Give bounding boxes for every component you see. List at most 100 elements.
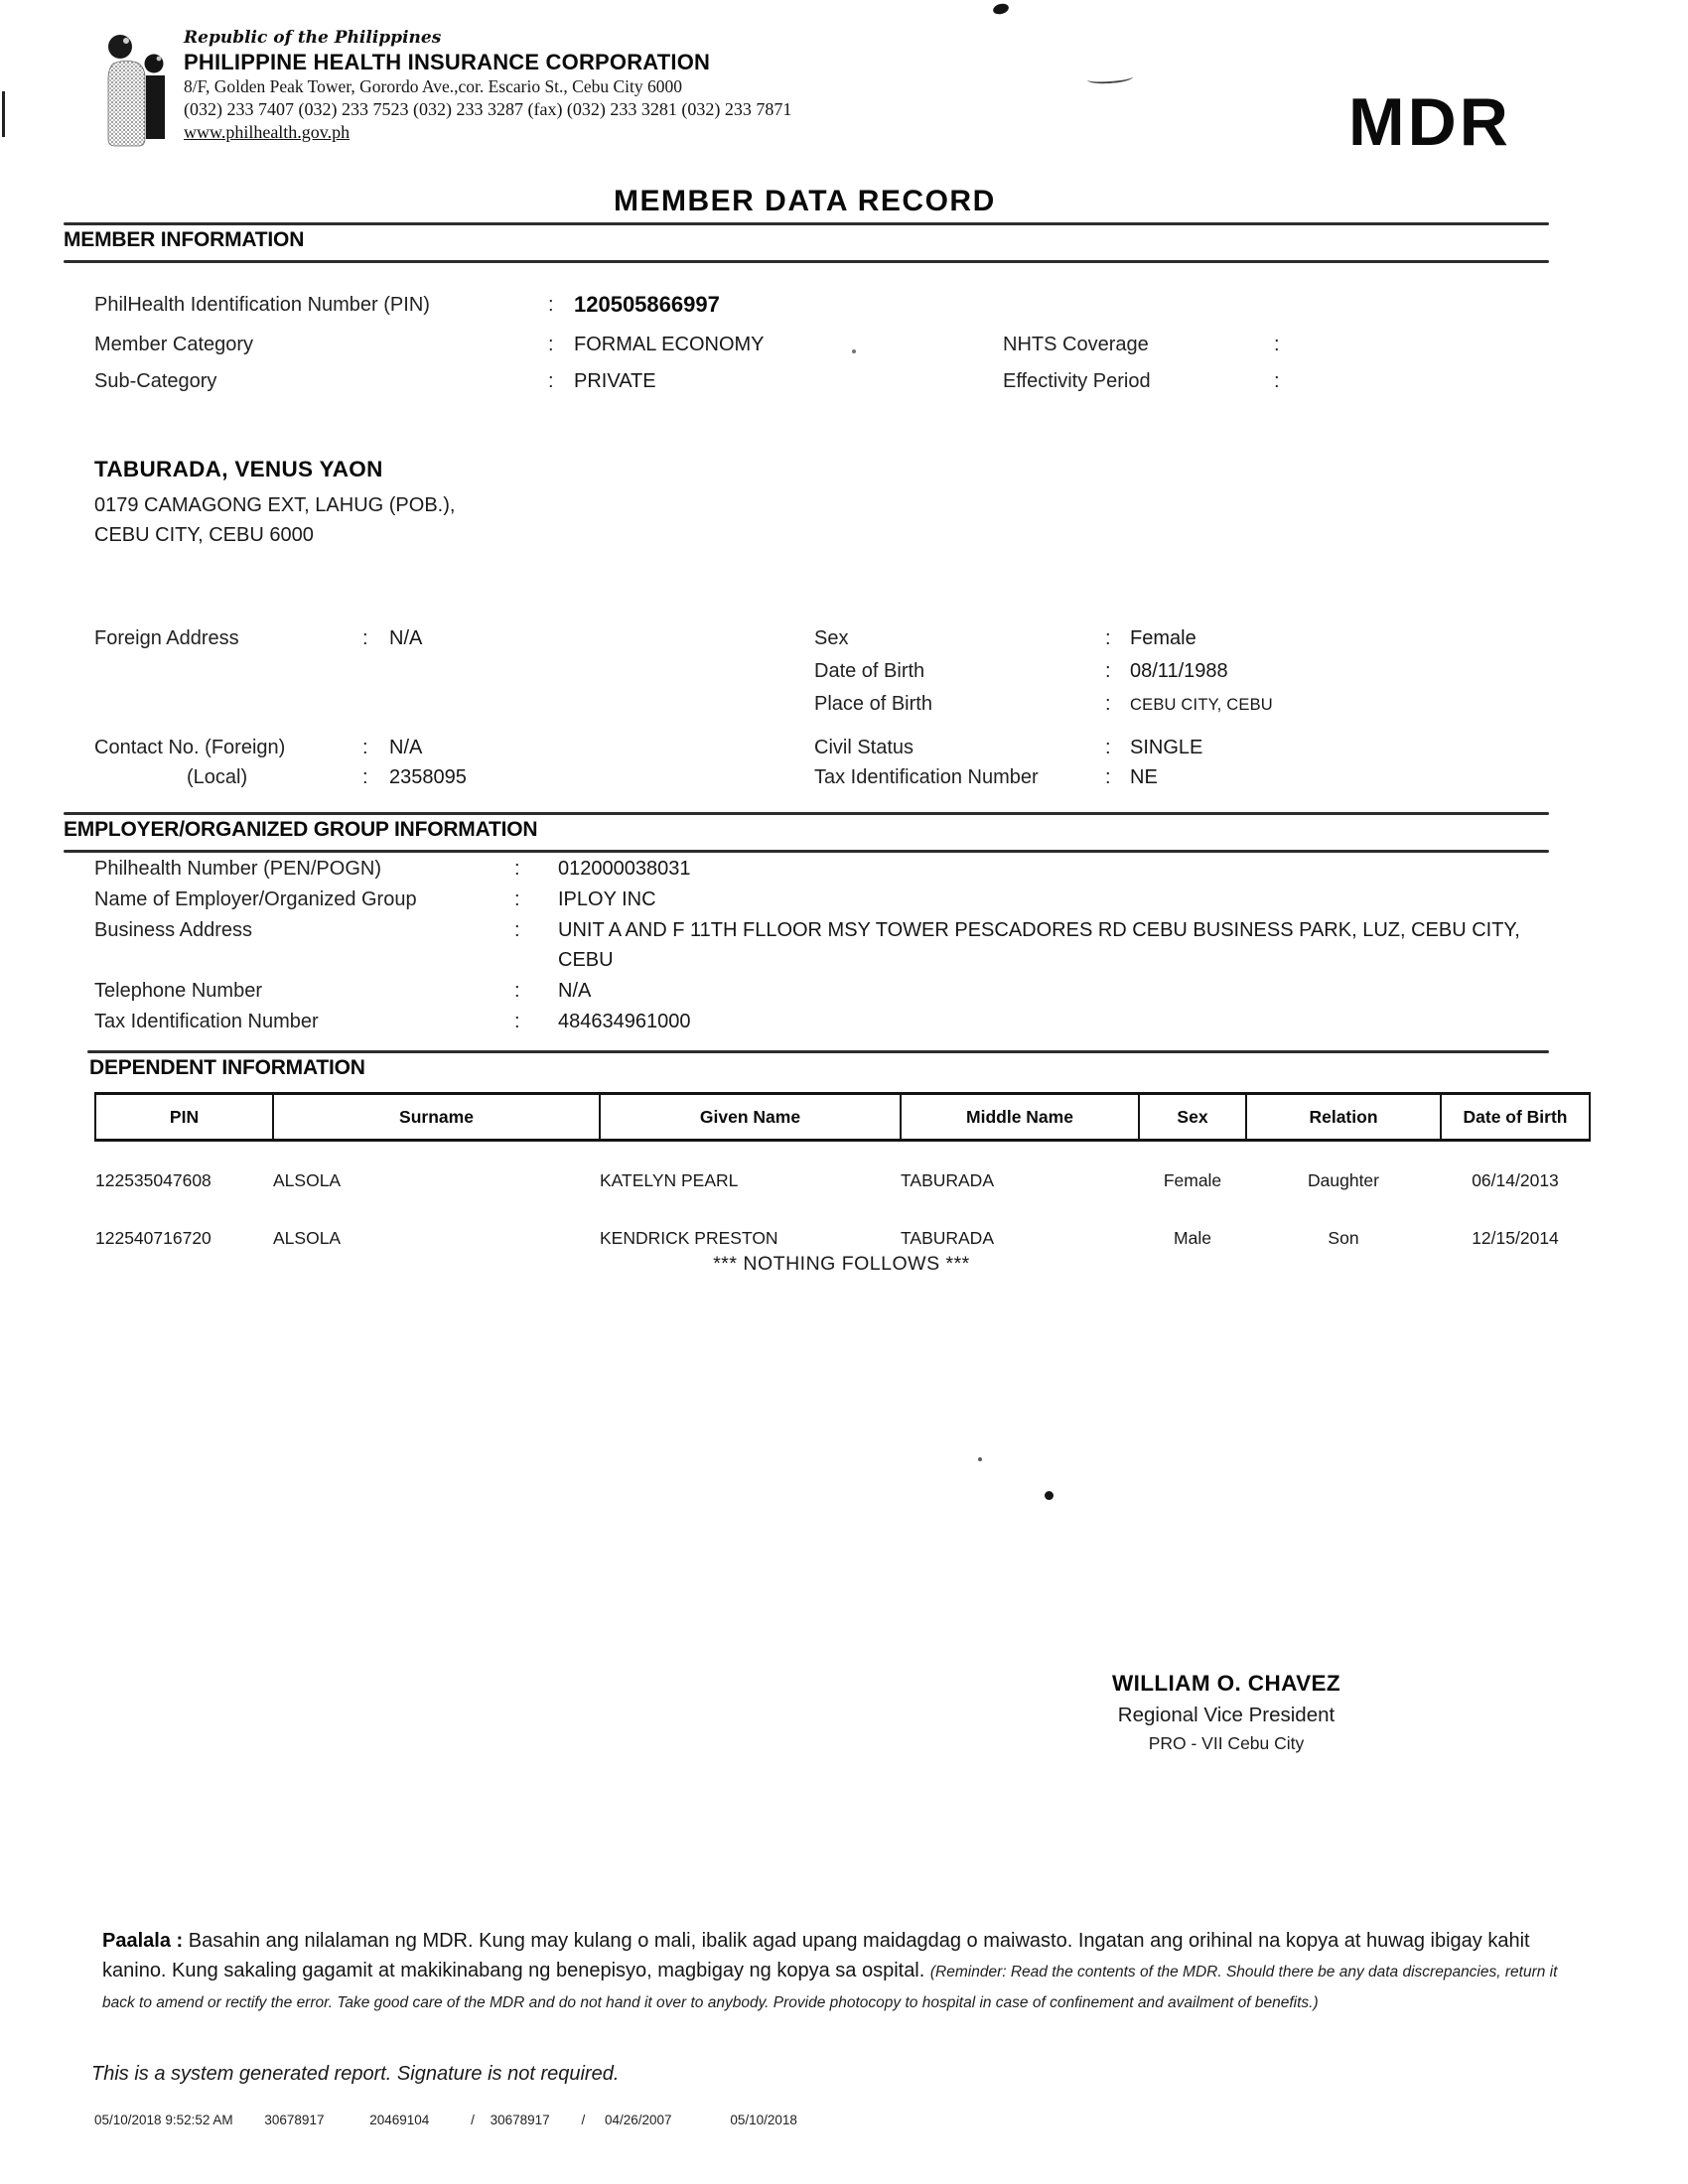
field-date-of-birth: Date of Birth : 08/11/1988 xyxy=(814,660,1688,686)
colon: : xyxy=(362,766,368,788)
contact-foreign-label: Contact No. (Foreign) xyxy=(94,737,286,758)
paalala-label: Paalala : xyxy=(102,1930,184,1952)
place-of-birth-label: Place of Birth xyxy=(814,693,932,715)
signatory-title: Regional Vice President xyxy=(1117,1704,1336,1726)
civil-status-label: Civil Status xyxy=(814,737,914,758)
field-member-tin: Tax Identification Number : NE xyxy=(814,766,1688,792)
member-category-label: Member Category xyxy=(94,334,254,355)
telephone-value: N/A xyxy=(558,980,592,1002)
contact-local-label: (Local) xyxy=(187,766,248,788)
colon: : xyxy=(1274,370,1280,392)
contact-foreign-value: N/A xyxy=(389,737,423,758)
foreign-address-label: Foreign Address xyxy=(94,627,239,649)
field-business-address: Business Address : UNIT A AND F 11TH FLL… xyxy=(94,919,1623,945)
print-number-2: 20469104 xyxy=(369,2113,430,2127)
field-member-category: Member Category : FORMAL ECONOMY xyxy=(94,334,1623,359)
section-dependent-information: DEPENDENT INFORMATION xyxy=(89,1056,365,1079)
dependent-given-name: KATELYN PEARL xyxy=(600,1170,739,1190)
signatory-block: WILLIAM O. CHAVEZ Regional Vice Presiden… xyxy=(983,1671,1470,1754)
field-employer-tin: Tax Identification Number : 484634961000 xyxy=(94,1011,1623,1036)
paalala-english-text: (Reminder: Read the contents of the MDR.… xyxy=(102,1964,1558,2011)
column-header-surname: Surname xyxy=(272,1092,601,1142)
date-of-birth-value: 08/11/1988 xyxy=(1130,660,1228,682)
column-header-given-name: Given Name xyxy=(599,1092,902,1142)
colon: : xyxy=(1105,660,1111,682)
print-number-1: 30678917 xyxy=(264,2113,325,2127)
colon: : xyxy=(1105,766,1111,788)
colon: : xyxy=(362,737,368,758)
dependent-relation: Son xyxy=(1328,1228,1359,1248)
section-rule xyxy=(64,260,1549,263)
business-address-line1: UNIT A AND F 11TH FLLOOR MSY TOWER PESCA… xyxy=(558,919,1520,941)
sub-category-label: Sub-Category xyxy=(94,370,217,392)
civil-status-value: SINGLE xyxy=(1130,737,1203,758)
mdr-acronym: MDR xyxy=(1348,84,1511,160)
member-category-value: FORMAL ECONOMY xyxy=(574,334,765,355)
section-rule xyxy=(64,850,1549,853)
section-rule xyxy=(87,1050,1549,1053)
field-contact-local: (Local) : 2358095 xyxy=(94,766,1623,792)
paalala-tagalog-text: Basahin ang nilalaman ng MDR. Kung may k… xyxy=(102,1930,1530,1982)
dependent-surname: ALSOLA xyxy=(273,1228,342,1248)
employer-tin-label: Tax Identification Number xyxy=(94,1011,319,1032)
print-date-1: 04/26/2007 xyxy=(604,2113,672,2127)
field-sex: Sex : Female xyxy=(814,627,1688,653)
column-header-relation: Relation xyxy=(1245,1092,1442,1142)
field-foreign-address: Foreign Address : N/A xyxy=(94,627,1623,653)
colon: : xyxy=(1105,627,1111,649)
signatory-name: WILLIAM O. CHAVEZ xyxy=(1111,1671,1341,1696)
employer-name-label: Name of Employer/Organized Group xyxy=(94,888,417,910)
corporation-phones: (032) 233 7407 (032) 233 7523 (032) 233 … xyxy=(184,99,792,119)
pin-label: PhilHealth Identification Number (PIN) xyxy=(94,294,430,316)
sex-value: Female xyxy=(1130,627,1196,649)
dependent-middle-name: TABURADA xyxy=(901,1170,994,1190)
colon: : xyxy=(548,370,554,392)
pen-label: Philhealth Number (PEN/POGN) xyxy=(94,858,381,880)
print-info-line: 05/10/2018 9:52:52 AM 30678917 20469104 … xyxy=(94,2113,797,2127)
date-of-birth-label: Date of Birth xyxy=(814,660,925,682)
dependent-relation: Daughter xyxy=(1308,1170,1379,1190)
print-date-2: 05/10/2018 xyxy=(730,2113,797,2127)
scan-speck xyxy=(852,349,856,353)
member-tin-label: Tax Identification Number xyxy=(814,766,1039,788)
field-pen: Philhealth Number (PEN/POGN) : 012000038… xyxy=(94,858,1623,884)
place-of-birth-value: CEBU CITY, CEBU xyxy=(1130,696,1273,714)
corporation-name: PHILIPPINE HEALTH INSURANCE CORPORATION xyxy=(184,50,711,74)
dependent-pin: 122540716720 xyxy=(95,1228,211,1248)
colon: : xyxy=(1274,334,1280,355)
field-effectivity-period: Effectivity Period : xyxy=(1003,370,1688,396)
table-row: 122540716720 ALSOLA KENDRICK PRESTON TAB… xyxy=(95,1199,1590,1257)
system-generated-note: This is a system generated report. Signa… xyxy=(91,2063,620,2085)
sub-category-value: PRIVATE xyxy=(574,370,656,392)
dependent-pin: 122535047608 xyxy=(95,1170,211,1190)
employer-tin-value: 484634961000 xyxy=(558,1011,691,1032)
foreign-address-value: N/A xyxy=(389,627,423,649)
scan-edge-mark xyxy=(2,91,5,137)
colon: : xyxy=(514,858,520,880)
philhealth-logo xyxy=(99,34,171,156)
section-rule xyxy=(64,812,1549,815)
scan-squiggle xyxy=(1086,71,1134,85)
member-address-line1: 0179 CAMAGONG EXT, LAHUG (POB.), xyxy=(94,494,456,516)
dependents-header-row: PIN Surname Given Name Middle Name Sex R… xyxy=(94,1092,1591,1142)
member-tin-value: NE xyxy=(1130,766,1158,788)
dependent-surname: ALSOLA xyxy=(273,1170,342,1190)
field-contact-foreign: Contact No. (Foreign) : N/A xyxy=(94,737,1623,762)
colon: : xyxy=(1105,693,1111,715)
signatory-office: PRO - VII Cebu City xyxy=(1148,1733,1305,1753)
business-address-line2: CEBU xyxy=(558,949,614,971)
dependent-date-of-birth: 06/14/2013 xyxy=(1472,1170,1559,1190)
print-timestamp: 05/10/2018 9:52:52 AM xyxy=(94,2113,233,2127)
print-number-3: 30678917 xyxy=(490,2113,550,2127)
field-employer-name: Name of Employer/Organized Group : IPLOY… xyxy=(94,888,1623,914)
print-slash: / xyxy=(471,2113,475,2127)
print-slash: / xyxy=(581,2113,586,2127)
section-member-information: MEMBER INFORMATION xyxy=(64,228,305,251)
nhts-coverage-label: NHTS Coverage xyxy=(1003,334,1149,355)
colon: : xyxy=(1105,737,1111,758)
colon: : xyxy=(548,294,554,316)
telephone-label: Telephone Number xyxy=(94,980,262,1002)
member-address-line2: CEBU CITY, CEBU 6000 xyxy=(94,524,314,546)
pen-value: 012000038031 xyxy=(558,858,691,880)
